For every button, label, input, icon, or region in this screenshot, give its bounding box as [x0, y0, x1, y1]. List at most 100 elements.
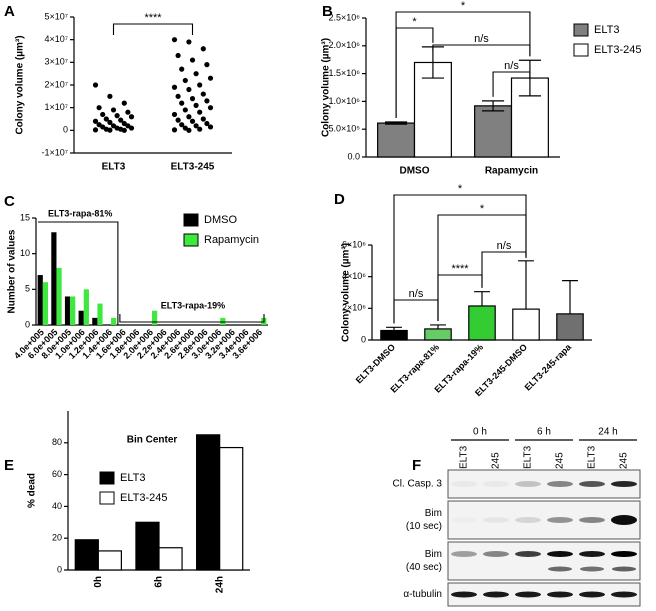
y-tick-label: 5.0×10⁵: [328, 124, 360, 134]
blot-band: [483, 481, 509, 487]
x-tick-label: ELT3-245: [171, 162, 215, 173]
y-tick-label: 3×10⁷: [44, 57, 68, 67]
data-point: [100, 111, 106, 118]
error-bar: [518, 260, 534, 310]
data-point: [121, 127, 127, 133]
x-tick-label: ELT3-245-rapa: [523, 341, 574, 392]
panel-letter: A: [4, 3, 15, 20]
legend-label: ELT3: [594, 24, 619, 36]
panel-letter: E: [4, 457, 14, 474]
row-label: Bim: [425, 508, 442, 519]
bar: [380, 329, 408, 341]
legend-label: DMSO: [204, 214, 237, 226]
bar: [512, 308, 540, 341]
blot-band: [515, 481, 541, 487]
data-point: [128, 114, 135, 120]
error-bar: [562, 280, 578, 314]
y-tick-label: 0: [25, 319, 30, 329]
error-bar: [474, 291, 490, 306]
data-point: [110, 107, 117, 113]
blot-band: [515, 551, 541, 557]
y-tick-label: 0: [361, 334, 366, 344]
legend-label: ELT3-245: [594, 44, 642, 56]
blot-band: [579, 591, 605, 598]
y-tick-label: 4×10⁶: [342, 271, 366, 281]
legend-label: ELT3: [120, 472, 145, 484]
data-point: [189, 118, 196, 124]
blot-band: [483, 551, 509, 557]
data-point: [207, 124, 214, 130]
bar: [64, 296, 71, 325]
data-point: [200, 46, 206, 52]
bar: [37, 275, 43, 325]
blot-band: [611, 515, 637, 525]
data-point: [118, 117, 124, 123]
data-point: [193, 102, 199, 108]
blot-band: [548, 566, 572, 572]
blot-strip: [447, 500, 641, 540]
bar: [474, 105, 513, 158]
y-tick-label: 0.0: [347, 151, 360, 161]
panel-letter: C: [4, 193, 15, 210]
legend-swatch: [99, 471, 115, 485]
data-point: [186, 39, 192, 45]
data-point: [121, 100, 127, 106]
significance-label: n/s: [504, 60, 519, 72]
data-point: [92, 127, 99, 133]
data-point: [189, 57, 196, 63]
blot-band: [483, 591, 509, 598]
y-tick-label: 2.0×10⁶: [329, 40, 361, 50]
row-label: Cl. Casp. 3: [393, 479, 443, 490]
time-label: 24 h: [598, 427, 617, 438]
blot-strip: [447, 582, 641, 607]
y-tick-label: 40: [52, 501, 62, 511]
y-tick-label: 1.0×10⁶: [329, 96, 361, 106]
data-point: [207, 105, 214, 111]
significance-bracket: [437, 214, 527, 321]
data-point: [186, 127, 192, 133]
data-point: [182, 77, 188, 84]
bar: [78, 310, 84, 325]
lane-label: ELT3: [587, 445, 598, 469]
data-point: [175, 93, 181, 99]
error-bar: [385, 121, 408, 125]
legend-swatch: [99, 491, 115, 505]
blot-band: [547, 591, 573, 598]
x-tick-label: DMSO: [400, 166, 430, 177]
y-tick-label: 4×10⁷: [44, 34, 68, 44]
data-point: [182, 107, 188, 113]
significance-bracket: [481, 251, 527, 288]
blot-strip: [447, 469, 641, 499]
row-label: (10 sec): [406, 521, 442, 532]
data-point: [204, 120, 210, 127]
bar: [152, 310, 158, 325]
legend-label: ELT3-245: [120, 492, 168, 504]
data-point: [103, 116, 109, 122]
significance-bracket: [112, 23, 194, 35]
lane-label: ELT3: [523, 445, 534, 469]
bar: [92, 317, 98, 325]
data-point: [193, 123, 199, 129]
data-point: [92, 118, 99, 124]
significance-label: n/s: [474, 33, 489, 45]
significance-label: ****: [144, 12, 162, 24]
blot-band: [611, 591, 637, 598]
blot-band: [483, 517, 509, 523]
y-tick-label: 2×10⁶: [342, 303, 366, 313]
blot-band: [579, 517, 605, 523]
significance-label: ****: [451, 263, 469, 275]
data-point: [92, 82, 99, 88]
data-point: [114, 113, 120, 119]
y-tick-label: 6×10⁶: [342, 239, 366, 249]
bar: [97, 303, 103, 325]
blot-band: [451, 517, 477, 523]
y-axis-label: Colony volume (µm³): [15, 35, 26, 134]
error-bar: [482, 100, 505, 112]
blot-band: [515, 517, 541, 523]
lane-label: 245: [619, 452, 630, 469]
significance-label: *: [412, 16, 417, 28]
data-point: [186, 86, 192, 93]
data-point: [186, 114, 192, 120]
